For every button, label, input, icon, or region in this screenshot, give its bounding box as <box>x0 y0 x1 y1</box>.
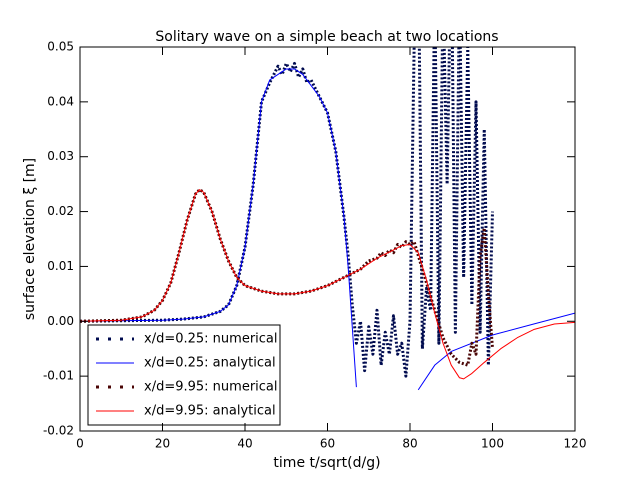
x-axis-label: time t/sqrt(d/g) <box>273 455 380 471</box>
plot-area <box>80 47 575 391</box>
x-tick-label: 100 <box>481 437 504 451</box>
x-tick-label: 40 <box>237 437 252 451</box>
legend-label: x/d=9.95: analytical <box>144 404 276 419</box>
x-tick-label: 20 <box>155 437 170 451</box>
legend-label: x/d=0.25: numerical <box>144 332 278 347</box>
x-tick-label: 60 <box>320 437 335 451</box>
legend: x/d=0.25: numerical x/d=0.25: analytical x… <box>87 324 281 426</box>
y-tick-label: 0.01 <box>47 259 74 273</box>
x-tick-label: 80 <box>402 437 417 451</box>
legend-label: x/d=9.95: numerical <box>144 380 278 395</box>
y-axis-label: surface elevation ξ [m] <box>22 158 38 320</box>
chart-title: Solitary wave on a simple beach at two l… <box>155 29 498 45</box>
y-tick-label: -0.01 <box>43 369 74 383</box>
y-tick-label: 0.00 <box>47 314 74 328</box>
y-tick-label: 0.04 <box>47 94 74 108</box>
y-tick-label: 0.05 <box>47 40 74 54</box>
y-tick-label: 0.02 <box>47 204 74 218</box>
x-tick-label: 0 <box>76 437 84 451</box>
y-tick-label: -0.02 <box>43 424 74 438</box>
x-tick-label: 120 <box>564 437 587 451</box>
y-tick-label: 0.03 <box>47 149 74 163</box>
series-line <box>80 189 575 380</box>
legend-box <box>87 324 281 426</box>
legend-label: x/d=0.25: analytical <box>144 356 276 371</box>
series-line <box>80 188 494 367</box>
